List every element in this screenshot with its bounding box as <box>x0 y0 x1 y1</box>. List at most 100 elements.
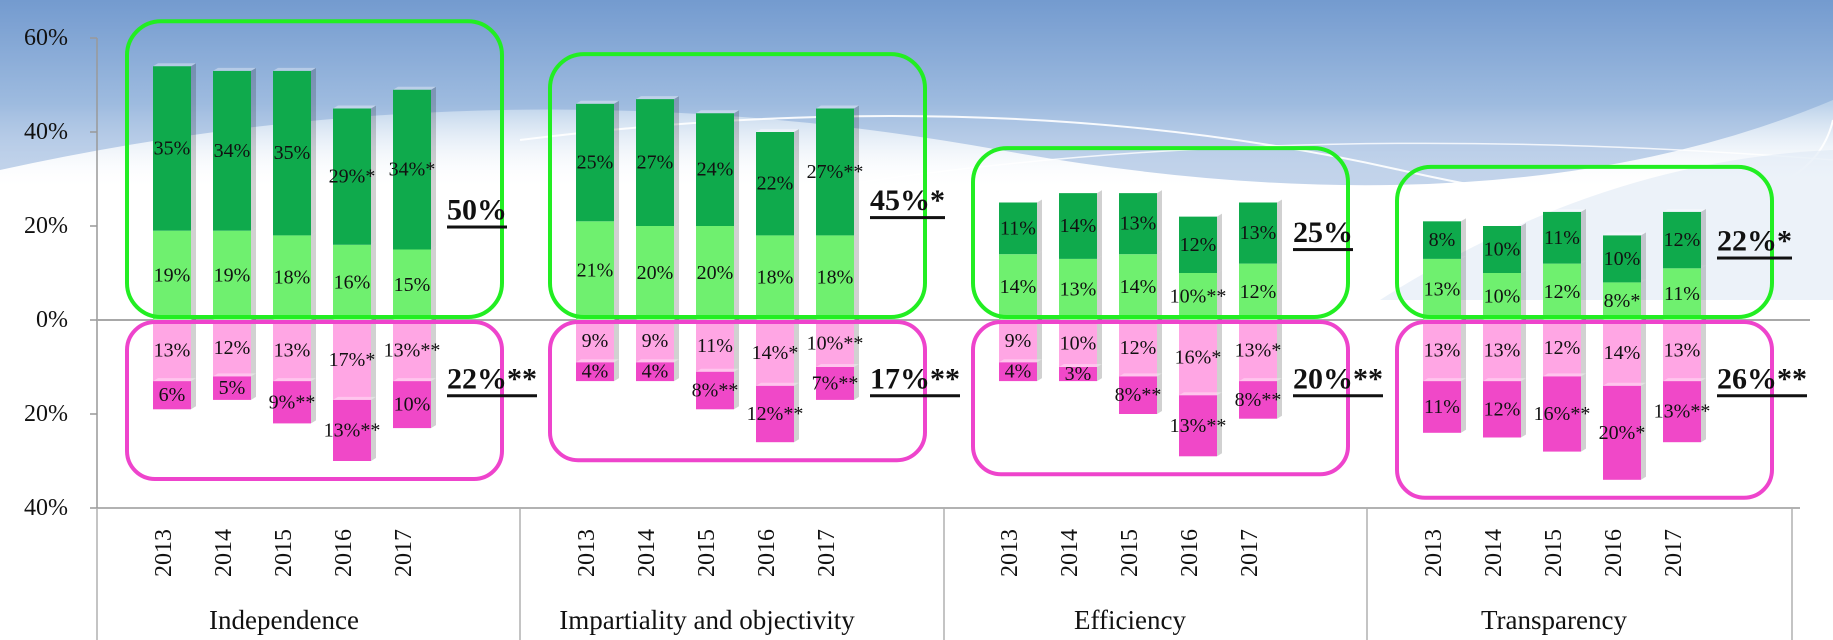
bar-negative-dark-side <box>1701 378 1706 443</box>
bar-positive-light-side <box>1641 279 1646 320</box>
bar-positive-dark <box>636 99 674 226</box>
x-tick-label: 2017 <box>1661 529 1687 577</box>
category-group-label: Transparency <box>1481 605 1627 635</box>
data-label: 10% <box>1484 239 1521 261</box>
x-tick-label: 2016 <box>331 529 357 577</box>
bar-negative-light-side <box>614 317 619 363</box>
bar-positive-dark-top <box>1543 208 1586 212</box>
bar-positive-dark-top <box>1059 190 1102 194</box>
bar-negative-light-side <box>1157 317 1162 377</box>
data-label: 14% <box>1120 276 1157 298</box>
data-label: 18% <box>274 267 311 289</box>
x-tick-label: 2016 <box>754 529 780 577</box>
bar-positive-dark-side <box>311 67 316 236</box>
bar-negative-dark-top <box>636 359 679 363</box>
bar-positive-dark-side <box>1701 208 1706 269</box>
bar-negative-dark <box>1119 376 1157 414</box>
bar-positive-light-side <box>311 232 316 320</box>
bar-positive-light-side <box>191 227 196 320</box>
bar-negative-light <box>576 320 614 363</box>
data-label: 25% <box>577 152 614 174</box>
bar-positive-dark-side <box>1277 199 1282 264</box>
bar-negative-light <box>1483 320 1521 382</box>
positive-highlight-box <box>125 19 504 319</box>
data-label: 12% <box>1180 234 1217 256</box>
bar-positive-dark-side <box>251 67 256 231</box>
data-label: 16%** <box>1534 403 1591 425</box>
bar-negative-dark <box>273 381 311 424</box>
bar-positive-dark <box>213 70 251 231</box>
bar-negative-dark-side <box>1157 373 1162 414</box>
bar-positive-light <box>273 235 311 320</box>
bar-positive-dark <box>1603 235 1641 283</box>
bar-negative-dark <box>393 381 431 429</box>
category-group-label: Independence <box>209 605 359 635</box>
bar-negative-dark-top <box>576 359 619 363</box>
data-label: 20% <box>637 262 674 284</box>
x-tick-label: 2014 <box>211 529 237 577</box>
bar-negative-light-side <box>734 317 739 372</box>
data-label: 14% <box>1000 276 1037 298</box>
bar-positive-dark-side <box>1461 218 1466 259</box>
data-label: 10% <box>1060 333 1097 355</box>
data-label: 16% <box>334 271 371 293</box>
data-label: 35% <box>154 137 191 159</box>
bar-positive-dark <box>153 66 191 231</box>
bar-negative-dark-side <box>674 359 679 382</box>
data-label: 12% <box>214 337 251 359</box>
bar-positive-light-side <box>1461 255 1466 320</box>
x-tick-label: 2014 <box>1481 529 1507 577</box>
bar-positive-dark-top <box>1423 218 1466 222</box>
bar-positive-light-side <box>734 223 739 320</box>
data-label: 13% <box>1060 278 1097 300</box>
data-label: 8%** <box>1235 389 1282 411</box>
bar-positive-dark <box>393 89 431 250</box>
bar-positive-dark <box>816 108 854 236</box>
bar-positive-light-side <box>1037 251 1042 320</box>
bar-negative-light <box>213 320 251 377</box>
bar-negative-dark <box>999 362 1037 382</box>
data-label: 18% <box>817 267 854 289</box>
data-label: 13% <box>1424 278 1461 300</box>
bar-negative-light <box>816 320 854 367</box>
data-label: 12% <box>1544 281 1581 303</box>
data-label: 27% <box>637 152 674 174</box>
bar-negative-light-side <box>251 317 256 377</box>
bar-positive-dark-top <box>1483 223 1526 226</box>
bar-negative-light <box>999 320 1037 363</box>
negative-total-label: 26%** <box>1717 362 1807 395</box>
data-label: 8%** <box>1115 384 1162 406</box>
negative-total-label: 20%** <box>1293 362 1383 395</box>
bar-negative-light-side <box>1037 317 1042 363</box>
bar-positive-dark-top <box>1663 208 1706 212</box>
y-tick-label: 20% <box>24 401 68 427</box>
bar-negative-dark-side <box>1097 364 1102 382</box>
positive-total-label: 50% <box>447 194 507 227</box>
bar-positive-dark-side <box>431 86 436 250</box>
bar-negative-light <box>696 320 734 372</box>
data-label: 12% <box>1240 281 1277 303</box>
bar-positive-dark-side <box>1037 199 1042 255</box>
bar-negative-dark <box>696 371 734 410</box>
data-label: 10% <box>1484 286 1521 308</box>
bar-positive-dark <box>1119 193 1157 255</box>
bar-positive-dark <box>1663 211 1701 269</box>
data-label: 19% <box>154 264 191 286</box>
data-label: 10%** <box>807 333 864 355</box>
bar-negative-dark <box>1483 381 1521 438</box>
bar-positive-dark-side <box>1581 208 1586 264</box>
bar-negative-light-side <box>371 317 376 400</box>
bar-negative-dark-side <box>431 378 436 429</box>
bar-negative-light <box>1239 320 1277 382</box>
bar-negative-light <box>1119 320 1157 377</box>
data-label: 9% <box>582 330 609 352</box>
data-label: 11% <box>1424 396 1460 418</box>
bar-negative-dark-top <box>153 378 196 382</box>
bar-positive-dark-side <box>1157 190 1162 255</box>
data-label: 13%** <box>1170 415 1227 437</box>
x-tick-label: 2016 <box>1177 529 1203 577</box>
bar-negative-dark-side <box>794 382 799 443</box>
negative-total-label: 17%** <box>870 362 960 395</box>
data-label: 13%* <box>1235 340 1282 362</box>
data-label: 13% <box>1484 340 1521 362</box>
